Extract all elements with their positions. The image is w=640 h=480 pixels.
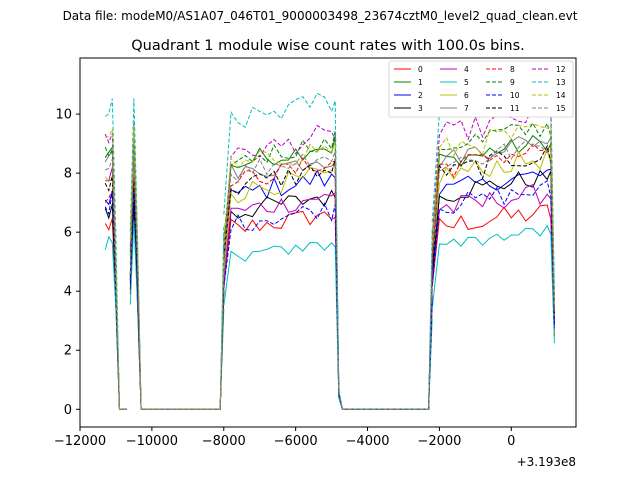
plot-frame <box>79 57 577 428</box>
legend-label-10: 10 <box>510 91 520 100</box>
x-tick-label: −2000 <box>417 434 461 449</box>
suptitle: Data file: modeM0/AS1A07_046T01_90000034… <box>63 9 578 23</box>
x-tick-label: −4000 <box>346 434 390 449</box>
legend-label-9: 9 <box>510 78 515 87</box>
legend-label-6: 6 <box>464 91 469 100</box>
legend-label-3: 3 <box>418 104 423 113</box>
series-layer <box>104 80 555 410</box>
y-tick-label: 8 <box>64 167 72 182</box>
legend-label-5: 5 <box>464 78 469 87</box>
x-tick-label: −12000 <box>54 434 106 449</box>
legend-label-1: 1 <box>418 78 423 87</box>
y-tick-label: 10 <box>55 108 72 123</box>
legend-label-12: 12 <box>556 65 566 74</box>
tick-layer: −12000 −10000 −8000 −6000 −4000 −2000 0 0 2 4 6 8 10 <box>54 108 516 449</box>
legend-frame <box>388 60 574 118</box>
legend-label-0: 0 <box>418 65 423 74</box>
x-tick-label: 0 <box>507 434 515 449</box>
legend-label-14: 14 <box>556 91 566 100</box>
series-line-15 <box>105 139 555 410</box>
legend-label-2: 2 <box>418 91 423 100</box>
y-tick-label: 2 <box>64 344 72 359</box>
y-tick-label: 6 <box>64 226 72 241</box>
x-offset-text: +3.193e8 <box>517 455 576 469</box>
legend-label-11: 11 <box>510 104 520 113</box>
x-tick-label: −10000 <box>126 434 178 449</box>
x-tick-label: −8000 <box>202 434 246 449</box>
legend-label-15: 15 <box>556 104 566 113</box>
legend-label-7: 7 <box>464 104 469 113</box>
x-tick-label: −6000 <box>274 434 318 449</box>
y-tick-label: 0 <box>64 403 72 418</box>
chart-title: Quadrant 1 module wise count rates with … <box>131 38 525 54</box>
y-tick-label: 4 <box>64 285 72 300</box>
legend-label-4: 4 <box>464 65 469 74</box>
legend-label-8: 8 <box>510 65 515 74</box>
legend-label-13: 13 <box>556 78 566 87</box>
